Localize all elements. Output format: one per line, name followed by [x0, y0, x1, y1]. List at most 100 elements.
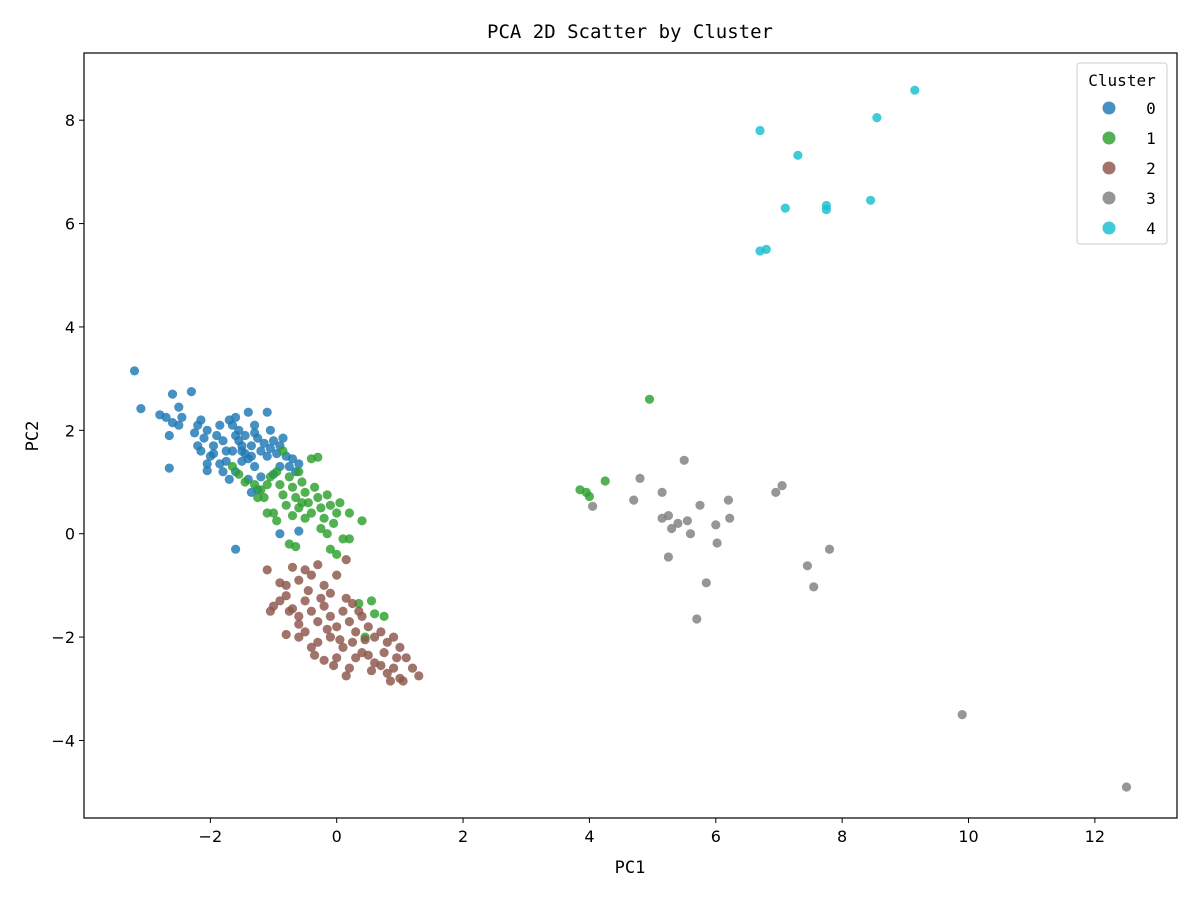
legend-items: 0 1 2 3 4 [1102, 99, 1156, 238]
point-cluster-2 [300, 565, 310, 575]
point-cluster-3 [711, 520, 721, 530]
point-cluster-1 [370, 609, 380, 619]
point-cluster-1 [287, 510, 298, 521]
point-cluster-0 [265, 443, 275, 453]
y-tick-label: 2 [65, 421, 75, 440]
point-cluster-3 [667, 523, 677, 534]
point-cluster-0 [278, 433, 288, 443]
point-cluster-2 [398, 676, 408, 686]
point-cluster-0 [167, 418, 178, 428]
point-cluster-1 [240, 477, 250, 487]
legend-marker-4 [1102, 221, 1116, 235]
point-cluster-0 [199, 433, 209, 443]
point-cluster-0 [250, 420, 260, 430]
legend-label-1: 1 [1146, 129, 1156, 148]
y-tick-label: 8 [65, 111, 75, 130]
point-cluster-3 [657, 487, 667, 497]
point-cluster-1 [313, 492, 323, 503]
legend-title: Cluster [1088, 71, 1156, 90]
point-cluster-0 [208, 441, 219, 451]
y-axis-label: PC2 [23, 421, 43, 452]
point-cluster-2 [366, 666, 377, 676]
point-cluster-3 [725, 513, 735, 523]
legend-label-0: 0 [1146, 99, 1156, 118]
point-cluster-3 [809, 582, 819, 592]
point-cluster-2 [294, 575, 304, 585]
point-cluster-3 [957, 710, 967, 720]
point-cluster-3 [695, 500, 705, 510]
point-cluster-2 [379, 648, 389, 658]
point-cluster-1 [325, 544, 335, 554]
legend-label-4: 4 [1146, 219, 1156, 238]
point-cluster-0 [287, 454, 298, 464]
point-cluster-1 [300, 487, 310, 497]
x-tick-label: 10 [958, 827, 978, 846]
point-cluster-1 [600, 476, 610, 486]
point-cluster-3 [712, 538, 722, 548]
point-cluster-1 [268, 508, 279, 518]
legend-marker-2 [1102, 161, 1116, 175]
point-cluster-1 [259, 492, 269, 503]
point-cluster-0 [259, 438, 269, 448]
legend-label-3: 3 [1146, 189, 1156, 208]
point-cluster-0 [275, 529, 285, 539]
point-cluster-3 [682, 516, 693, 526]
point-cluster-2 [414, 671, 424, 681]
x-tick-label: 8 [837, 827, 847, 846]
point-cluster-3 [777, 481, 787, 491]
point-cluster-1 [338, 534, 348, 544]
x-tick-label: 4 [584, 827, 594, 846]
point-cluster-1 [325, 500, 335, 510]
point-cluster-2 [382, 668, 392, 678]
point-cluster-2 [300, 627, 310, 637]
point-cluster-2 [281, 580, 291, 591]
point-cluster-3 [673, 518, 683, 529]
point-cluster-2 [401, 653, 411, 663]
point-cluster-1 [584, 491, 595, 502]
point-cluster-2 [306, 606, 316, 616]
point-cluster-3 [635, 473, 645, 483]
point-cluster-0 [196, 446, 206, 456]
point-cluster-0 [167, 389, 178, 399]
point-cluster-1 [275, 480, 285, 490]
point-cluster-1 [335, 498, 345, 508]
point-cluster-0 [202, 466, 212, 476]
point-cluster-4 [821, 205, 832, 215]
point-cluster-1 [366, 596, 377, 606]
point-cluster-3 [679, 455, 689, 465]
point-cluster-0 [227, 446, 238, 456]
point-cluster-1 [262, 480, 272, 490]
point-cluster-3 [629, 495, 639, 505]
point-cluster-0 [215, 420, 225, 430]
y-tick-label: −4 [51, 731, 75, 750]
point-cluster-1 [227, 461, 238, 472]
x-tick-label: 0 [332, 827, 342, 846]
point-cluster-2 [354, 606, 364, 616]
point-cluster-0 [294, 459, 304, 469]
x-tick-label: −2 [199, 827, 223, 846]
chart-title: PCA 2D Scatter by Cluster [487, 21, 773, 43]
point-cluster-0 [224, 474, 234, 484]
point-cluster-1 [291, 492, 301, 503]
point-cluster-0 [227, 420, 238, 430]
point-cluster-2 [319, 655, 329, 665]
point-cluster-4 [793, 150, 803, 160]
point-cluster-0 [265, 425, 275, 435]
point-cluster-2 [363, 650, 373, 660]
point-cluster-0 [215, 459, 225, 469]
point-cluster-1 [294, 467, 304, 477]
point-cluster-3 [692, 614, 702, 624]
point-cluster-1 [644, 394, 655, 404]
point-cluster-2 [407, 663, 418, 673]
point-cluster-1 [357, 516, 367, 526]
point-cluster-1 [265, 472, 275, 482]
point-cluster-2 [341, 671, 351, 681]
point-cluster-2 [370, 632, 380, 642]
point-cluster-1 [319, 513, 329, 523]
point-cluster-0 [190, 428, 200, 438]
point-cluster-0 [284, 461, 294, 472]
legend-marker-0 [1102, 101, 1116, 115]
point-cluster-0 [231, 430, 241, 441]
point-cluster-2 [262, 565, 272, 575]
